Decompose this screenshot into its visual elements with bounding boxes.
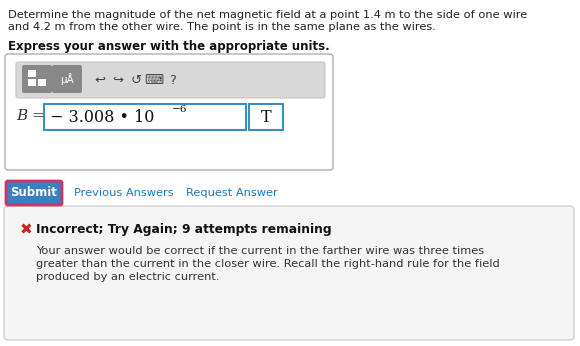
Text: ↺: ↺	[130, 73, 142, 86]
Bar	[38, 70, 46, 77]
Text: ✖: ✖	[20, 222, 32, 237]
Text: −6: −6	[172, 106, 187, 115]
Text: Previous Answers: Previous Answers	[74, 188, 173, 198]
FancyBboxPatch shape	[6, 181, 62, 205]
FancyBboxPatch shape	[5, 54, 333, 170]
Text: greater than the current in the closer wire. Recall the right-hand rule for the : greater than the current in the closer w…	[36, 259, 500, 269]
FancyBboxPatch shape	[16, 62, 325, 98]
Text: Express your answer with the appropriate units.: Express your answer with the appropriate…	[8, 40, 330, 53]
Text: produced by an electric current.: produced by an electric current.	[36, 272, 219, 282]
Text: ⌨: ⌨	[144, 73, 164, 86]
Text: Submit: Submit	[10, 186, 57, 200]
Text: and 4.2 m from the other wire. The point is in the same plane as the wires.: and 4.2 m from the other wire. The point…	[8, 22, 436, 32]
Text: μÅ: μÅ	[60, 73, 74, 85]
FancyBboxPatch shape	[22, 65, 52, 93]
Text: − 3.008 • 10: − 3.008 • 10	[50, 109, 154, 126]
Text: ↩: ↩	[95, 73, 106, 86]
Bar	[44, 104, 246, 130]
Text: ↪: ↪	[113, 73, 124, 86]
FancyBboxPatch shape	[52, 65, 82, 93]
Text: ?: ?	[169, 73, 176, 86]
Text: Request Answer: Request Answer	[186, 188, 278, 198]
Bar	[249, 104, 283, 130]
Bar	[28, 70, 36, 77]
Text: Determine the magnitude of the net magnetic field at a point 1.4 m to the side o: Determine the magnitude of the net magne…	[8, 10, 527, 20]
Text: B =: B =	[16, 109, 45, 123]
Bar	[28, 79, 36, 86]
Bar	[38, 70, 46, 77]
Text: Your answer would be correct if the current in the farther wire was three times: Your answer would be correct if the curr…	[36, 246, 484, 256]
Bar	[38, 79, 46, 86]
Text: Incorrect; Try Again; 9 attempts remaining: Incorrect; Try Again; 9 attempts remaini…	[36, 224, 332, 237]
FancyBboxPatch shape	[4, 206, 574, 340]
Text: T: T	[260, 109, 271, 126]
